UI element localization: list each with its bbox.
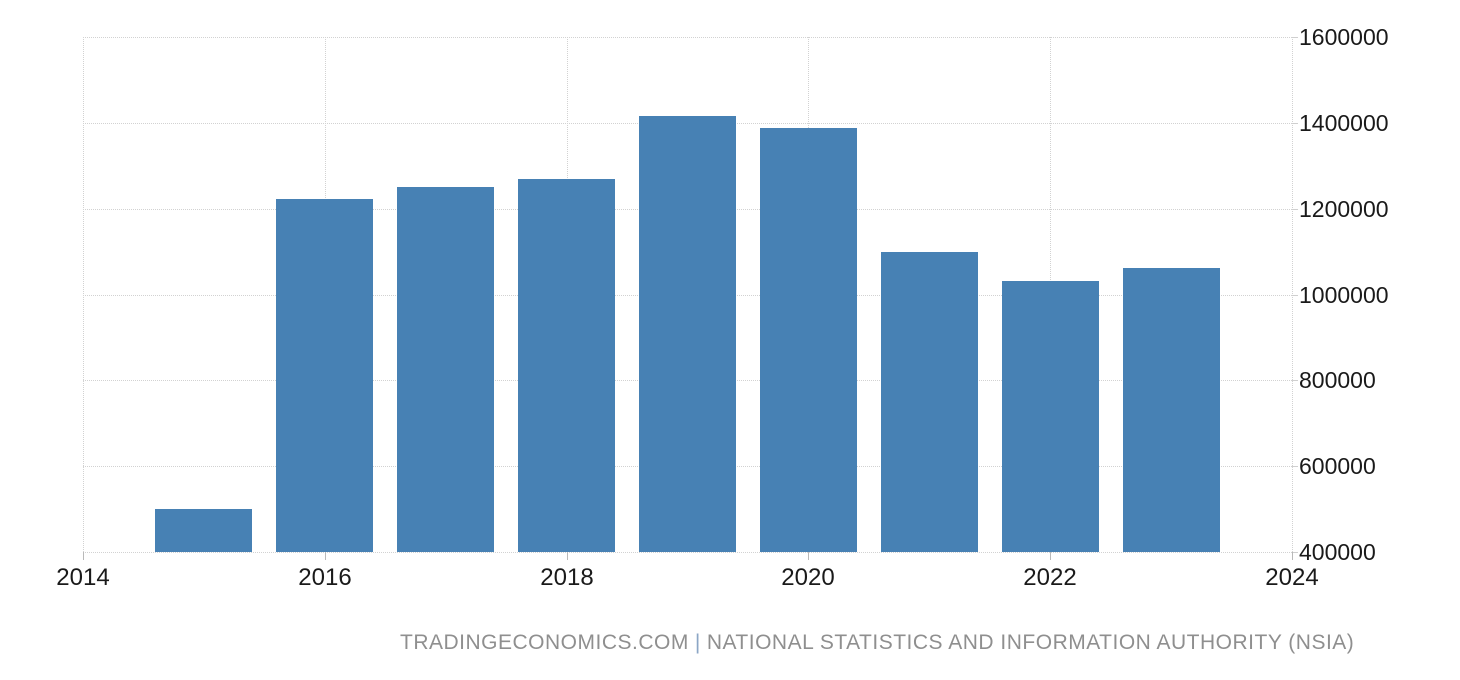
- attribution-separator: |: [694, 631, 701, 654]
- y-tick-label: 1200000: [1299, 196, 1389, 222]
- x-tick-label: 2024: [1265, 564, 1319, 591]
- bar-2023[interactable]: [1122, 267, 1220, 552]
- h-gridline: [83, 37, 1292, 38]
- y-tick-label: 800000: [1299, 367, 1376, 393]
- x-tick-label: 2020: [781, 564, 835, 591]
- h-gridline: [83, 552, 1292, 553]
- y-axis-tick: [1292, 380, 1298, 381]
- y-tick-label: 1000000: [1299, 282, 1389, 308]
- bar-2018[interactable]: [518, 179, 616, 552]
- y-tick-label: 1600000: [1299, 24, 1389, 50]
- attribution-tradingeconomics[interactable]: TRADINGECONOMICS.COM: [400, 631, 689, 654]
- x-tick-label: 2022: [1023, 564, 1077, 591]
- bar-2017[interactable]: [397, 187, 495, 552]
- attribution: TRADINGECONOMICS.COM | NATIONAL STATISTICS…: [400, 631, 1354, 655]
- y-tick-label: 400000: [1299, 539, 1376, 565]
- x-axis-tick: [83, 552, 84, 560]
- y-axis-tick: [1292, 37, 1298, 38]
- bar-2021[interactable]: [880, 252, 978, 552]
- y-axis-tick: [1292, 295, 1298, 296]
- x-axis-tick: [1050, 552, 1051, 560]
- v-gridline: [1292, 37, 1293, 552]
- y-tick-label: 1400000: [1299, 110, 1389, 136]
- y-axis-tick: [1292, 123, 1298, 124]
- x-axis-tick: [567, 552, 568, 560]
- bar-2020[interactable]: [759, 127, 857, 552]
- y-axis-tick: [1292, 466, 1298, 467]
- bar-2015[interactable]: [155, 509, 253, 552]
- plot-area: [83, 37, 1293, 553]
- y-axis-tick: [1292, 552, 1298, 553]
- x-axis-tick: [808, 552, 809, 560]
- bar-2016[interactable]: [276, 198, 374, 552]
- bar-2022[interactable]: [1001, 281, 1099, 552]
- v-gridline: [83, 37, 84, 552]
- bar-2019[interactable]: [639, 115, 736, 552]
- x-axis-tick: [325, 552, 326, 560]
- attribution-provider: NATIONAL STATISTICS AND INFORMATION AUTH…: [706, 631, 1355, 654]
- y-axis-tick: [1292, 209, 1298, 210]
- x-axis-tick: [1292, 552, 1293, 560]
- x-tick-label: 2016: [298, 564, 352, 591]
- x-tick-label: 2018: [540, 564, 594, 591]
- x-tick-label: 2014: [56, 564, 110, 591]
- y-tick-label: 600000: [1299, 453, 1376, 479]
